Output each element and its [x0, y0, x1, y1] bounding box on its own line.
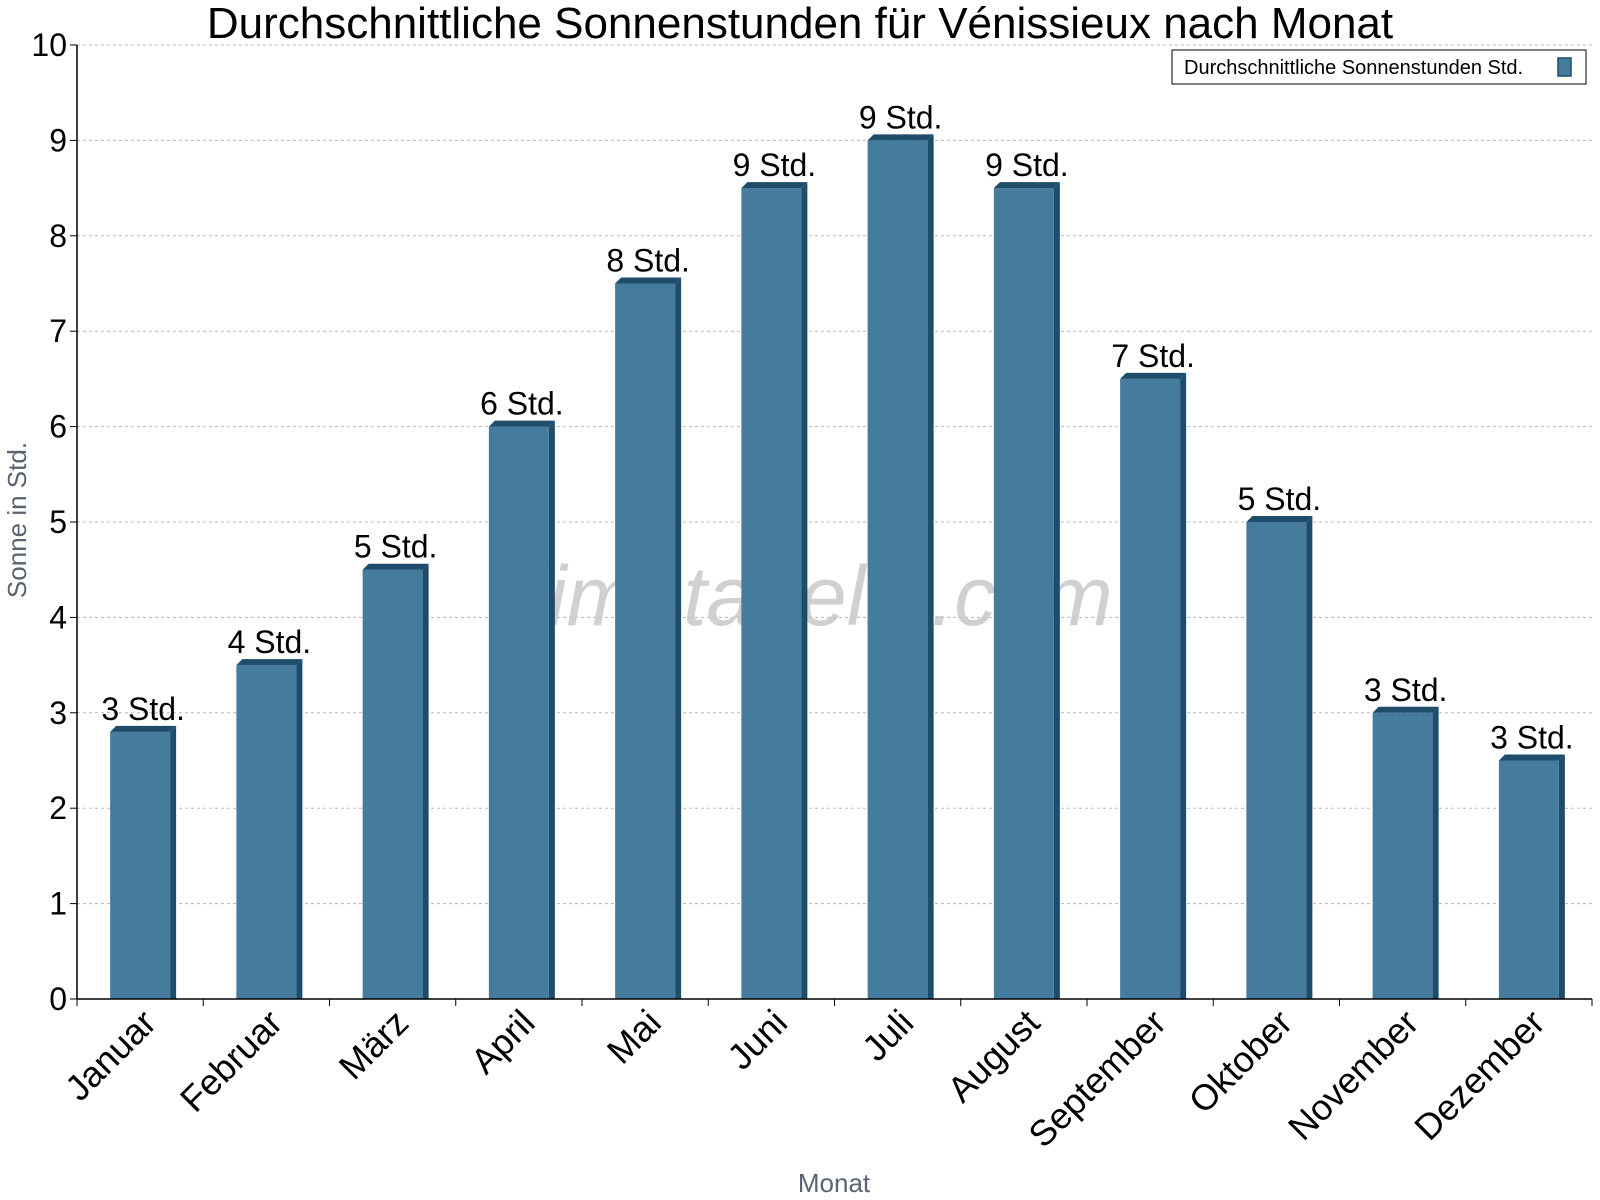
data-label: 6 Std.: [480, 386, 564, 422]
bar-side: [1558, 754, 1565, 999]
bar-side: [1306, 516, 1313, 999]
bar-side: [422, 563, 429, 999]
bar-top: [615, 277, 682, 284]
y-tick-label: 2: [49, 790, 67, 826]
y-tick-label: 3: [49, 695, 67, 731]
bar-side: [548, 420, 555, 1000]
bar-face: [236, 665, 297, 999]
bar-side: [675, 277, 682, 999]
y-tick-label: 5: [49, 504, 67, 540]
bar-top: [867, 134, 934, 141]
bar-side: [170, 725, 177, 999]
legend-swatch: [1557, 57, 1572, 77]
x-tick-label: August: [939, 1002, 1047, 1110]
x-tick-label: Januar: [57, 1002, 164, 1109]
data-label: 3 Std.: [1364, 672, 1448, 708]
bar-top: [741, 182, 808, 189]
bar-face: [488, 426, 549, 1000]
bar-april: 6 Std.: [480, 386, 564, 1000]
x-tick-label: Dezember: [1406, 1002, 1552, 1148]
bar-face: [1120, 378, 1181, 999]
y-axis-ticks: 0 1 2 3 4 5 6 7 8 9 10: [31, 27, 77, 1017]
bar-face: [741, 188, 802, 1000]
x-tick-label: Mai: [599, 1002, 669, 1072]
x-axis-ticks: Januar Februar März April Mai Juni Juli AugustS…: [57, 999, 1593, 1156]
x-tick-label: Juli: [854, 1002, 921, 1069]
bar-november: 3 Std.: [1364, 672, 1448, 999]
bar-face: [1372, 712, 1433, 999]
bar-side: [1053, 182, 1060, 1000]
legend-label: Durchschnittliche Sonnenstunden Std.: [1184, 57, 1523, 79]
x-tick-label: Juni: [719, 1002, 795, 1078]
y-tick-label: 7: [49, 313, 67, 349]
y-axis-title: Sonne in Std.: [2, 442, 32, 598]
bar-top: [110, 725, 177, 732]
x-tick-label: Oktober: [1180, 1002, 1300, 1122]
bar-juni: 9 Std.: [733, 147, 817, 1000]
x-tick-label: März: [331, 1002, 417, 1088]
x-tick-label: September: [1020, 1002, 1174, 1156]
bar-top: [1498, 754, 1565, 761]
data-label: 5 Std.: [1238, 481, 1322, 517]
x-tick-label: Februar: [172, 1002, 290, 1120]
data-label: 4 Std.: [228, 624, 312, 660]
bar-face: [362, 569, 423, 999]
bar-top: [488, 420, 555, 427]
data-label: 9 Std.: [985, 147, 1069, 183]
y-tick-label: 8: [49, 218, 67, 254]
bar-dezember: 3 Std.: [1490, 720, 1574, 999]
bar-face: [615, 283, 676, 999]
bar-side: [927, 134, 934, 999]
bar-top: [236, 659, 303, 666]
bar-side: [296, 659, 303, 999]
bar-top: [1372, 706, 1439, 713]
bar-august: 9 Std.: [985, 147, 1069, 1000]
bar-mai: 8 Std.: [606, 243, 690, 999]
bar-series: 3 Std. 4 Std. 5 Std. 6 Std. 8 Std. 9 Std. 9 St…: [101, 99, 1574, 1000]
data-label: 3 Std.: [101, 691, 185, 727]
bar-februar: 4 Std.: [228, 624, 312, 999]
bar-face: [1498, 760, 1559, 999]
y-tick-label: 1: [49, 886, 67, 922]
data-label: 9 Std.: [859, 99, 943, 135]
bar-top: [1120, 372, 1187, 379]
bar-märz: 5 Std.: [354, 529, 438, 999]
chart-title: Durchschnittliche Sonnenstunden für Véni…: [207, 0, 1393, 48]
legend: Durchschnittliche Sonnenstunden Std.: [1171, 49, 1587, 85]
bar-september: 7 Std.: [1111, 338, 1195, 999]
x-axis-title: Monat: [798, 1168, 871, 1198]
data-label: 5 Std.: [354, 529, 438, 565]
x-tick-label: April: [463, 1002, 543, 1082]
bar-oktober: 5 Std.: [1238, 481, 1322, 999]
y-tick-label: 10: [31, 27, 67, 63]
bar-face: [1246, 522, 1307, 999]
y-tick-label: 0: [49, 981, 67, 1017]
bar-januar: 3 Std.: [101, 691, 185, 999]
bar-side: [1432, 706, 1439, 999]
bar-top: [362, 563, 429, 570]
data-label: 3 Std.: [1490, 720, 1574, 756]
gridlines: [77, 44, 1592, 905]
x-tick-label: November: [1280, 1002, 1426, 1148]
legend-box: [1171, 49, 1587, 85]
bar-side: [801, 182, 808, 1000]
bar-face: [867, 140, 928, 999]
data-label: 9 Std.: [733, 147, 817, 183]
bar-top: [993, 182, 1060, 189]
y-tick-label: 9: [49, 122, 67, 158]
data-label: 8 Std.: [606, 243, 690, 279]
bar-top: [1246, 516, 1313, 522]
bar-side: [1180, 372, 1187, 999]
y-tick-label: 6: [49, 409, 67, 445]
bar-face: [993, 188, 1054, 1000]
bar-juli: 9 Std.: [859, 99, 943, 999]
bar-face: [110, 731, 171, 999]
y-tick-label: 4: [49, 599, 67, 635]
data-label: 7 Std.: [1111, 338, 1195, 374]
